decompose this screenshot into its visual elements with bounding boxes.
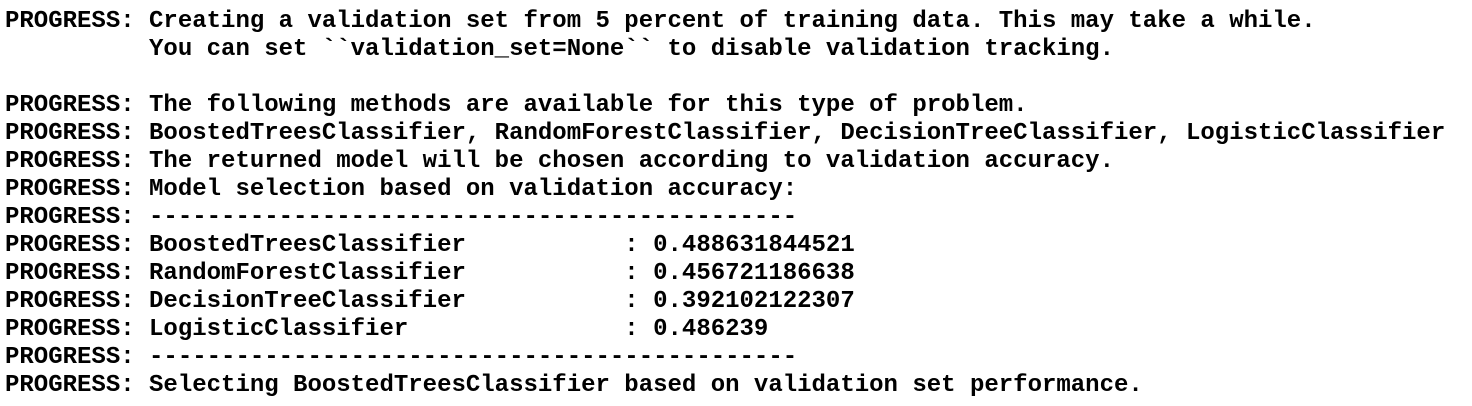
log-line-selection-criteria: PROGRESS: The returned model will be cho…: [5, 148, 1114, 175]
log-line-method-list: PROGRESS: BoostedTreesClassifier, Random…: [5, 120, 1446, 147]
log-line-score-decisiontree: PROGRESS: DecisionTreeClassifier : 0.392…: [5, 288, 855, 315]
log-line-available-methods: PROGRESS: The following methods are avai…: [5, 92, 1028, 119]
log-line-blank: [5, 64, 1472, 92]
log-line-selected-model: PROGRESS: Selecting BoostedTreesClassifi…: [5, 372, 1143, 399]
log-line-score-randomforest: PROGRESS: RandomForestClassifier : 0.456…: [5, 260, 855, 287]
log-line-validation-set-info: PROGRESS: Creating a validation set from…: [5, 8, 1316, 35]
log-line-validation-set-hint: You can set ``validation_set=None`` to d…: [5, 36, 1114, 63]
log-line-separator-bottom: PROGRESS: ------------------------------…: [5, 344, 798, 371]
log-line-score-logistic: PROGRESS: LogisticClassifier : 0.486239: [5, 316, 769, 343]
log-line-score-boostedtrees: PROGRESS: BoostedTreesClassifier : 0.488…: [5, 232, 855, 259]
log-line-selection-header: PROGRESS: Model selection based on valid…: [5, 176, 798, 203]
log-line-separator-top: PROGRESS: ------------------------------…: [5, 204, 798, 231]
